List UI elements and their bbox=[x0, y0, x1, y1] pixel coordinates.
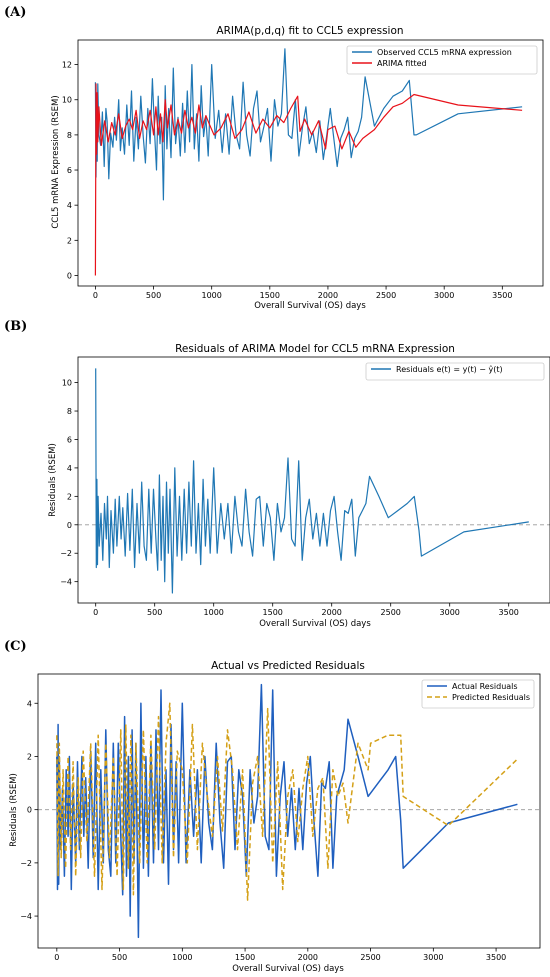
x-tick-label: 2000 bbox=[322, 608, 342, 617]
plot-area-c: 0 500 1000 1500 2000 2500 3000 3500 −4 −2 0 2 4 bbox=[20, 673, 541, 962]
legend-entry: Actual Residuals bbox=[452, 682, 518, 691]
x-tick-label: 3000 bbox=[440, 608, 460, 617]
series-line-2 bbox=[94, 83, 523, 276]
legend-a: Observed CCL5 mRNA expression ARIMA fitte… bbox=[346, 45, 538, 75]
y-tick-label: 4 bbox=[27, 699, 32, 708]
y-tick-label: 8 bbox=[67, 131, 72, 140]
axes-frame bbox=[37, 673, 541, 949]
y-tick-label: 8 bbox=[67, 407, 72, 416]
x-tick-label: 1500 bbox=[235, 953, 255, 962]
x-tick-label: 2500 bbox=[376, 291, 396, 300]
panel-b: (B) Residuals of ARIMA Model for CCL5 mR… bbox=[4, 319, 550, 629]
y-tick-label: 4 bbox=[67, 201, 72, 210]
y-tick-label: 12 bbox=[62, 61, 72, 70]
x-tick-label: 3000 bbox=[434, 291, 454, 300]
legend-c: Actual Residuals Predicted Residuals bbox=[421, 679, 535, 709]
legend-box bbox=[346, 45, 538, 75]
y-tick-label: 2 bbox=[27, 752, 32, 761]
x-tick-label: 1000 bbox=[202, 291, 222, 300]
legend-entry: Predicted Residuals bbox=[452, 693, 530, 702]
legend-entry: Observed CCL5 mRNA expression bbox=[377, 48, 512, 57]
x-tick-label: 0 bbox=[54, 953, 59, 962]
y-tick-label: 10 bbox=[62, 96, 72, 105]
axes-frame bbox=[77, 356, 550, 604]
series-line-1 bbox=[95, 368, 529, 594]
x-tick-label: 1000 bbox=[204, 608, 224, 617]
panel-label-c: (C) bbox=[4, 639, 27, 654]
x-axis-label-a: Overall Survival (OS) days bbox=[254, 301, 366, 311]
axes-frame bbox=[77, 39, 544, 287]
legend-entry: Residuals e(t) = y(t) − ŷ(t) bbox=[396, 365, 503, 374]
y-axis-label-c: Residuals (RSEM) bbox=[9, 773, 19, 847]
panel-label-a: (A) bbox=[4, 5, 26, 20]
y-tick-label: 6 bbox=[67, 435, 72, 444]
x-tick-label: 2500 bbox=[360, 953, 380, 962]
x-tick-label: 500 bbox=[112, 953, 127, 962]
x-tick-label: 2500 bbox=[381, 608, 401, 617]
panel-label-b: (B) bbox=[4, 319, 27, 334]
y-axis-label-b: Residuals (RSEM) bbox=[48, 443, 58, 517]
y-tick-label: −4 bbox=[60, 578, 72, 587]
plot-area-a: 0 500 1000 1500 2000 2500 3000 3500 0 2 4 6 8 10 12 bbox=[62, 39, 544, 300]
y-tick-label: 6 bbox=[67, 166, 72, 175]
legend-box bbox=[365, 362, 545, 381]
x-tick-label: 3000 bbox=[423, 953, 443, 962]
y-tick-label: −2 bbox=[60, 549, 72, 558]
x-tick-label: 3500 bbox=[486, 953, 506, 962]
x-tick-label: 1000 bbox=[172, 953, 192, 962]
panel-a: (A) ARIMA(p,d,q) fit to CCL5 expression … bbox=[4, 5, 544, 311]
x-axis-label-c: Overall Survival (OS) days bbox=[232, 964, 344, 974]
chart-title-c: Actual vs Predicted Residuals bbox=[211, 660, 365, 672]
y-tick-label: 2 bbox=[67, 492, 72, 501]
y-tick-label: 2 bbox=[67, 236, 72, 245]
x-tick-label: 1500 bbox=[260, 291, 280, 300]
x-tick-label: 2000 bbox=[298, 953, 318, 962]
y-tick-label: 0 bbox=[67, 521, 72, 530]
chart-title-b: Residuals of ARIMA Model for CCL5 mRNA E… bbox=[175, 343, 455, 355]
legend-box bbox=[421, 679, 535, 709]
series-line-1 bbox=[94, 48, 523, 201]
chart-title-a: ARIMA(p,d,q) fit to CCL5 expression bbox=[216, 25, 403, 37]
x-axis-label-b: Overall Survival (OS) days bbox=[259, 619, 371, 629]
x-tick-label: 1500 bbox=[263, 608, 283, 617]
y-axis-label-a: CCL5 mRNA Expression (RSEM) bbox=[51, 95, 61, 228]
x-tick-label: 500 bbox=[147, 608, 162, 617]
y-tick-label: 10 bbox=[62, 379, 72, 388]
y-tick-label: −4 bbox=[20, 912, 32, 921]
x-tick-label: 3500 bbox=[492, 291, 512, 300]
y-tick-label: 0 bbox=[67, 271, 72, 280]
x-tick-label: 0 bbox=[93, 608, 98, 617]
panel-c: (C) Actual vs Predicted Residuals 0 500 10… bbox=[4, 639, 541, 974]
x-tick-label: 500 bbox=[146, 291, 161, 300]
plot-area-b: 0 500 1000 1500 2000 2500 3000 3500 −4 −2 0 2 4 6 8 10 bbox=[60, 356, 550, 617]
legend-b: Residuals e(t) = y(t) − ŷ(t) bbox=[365, 362, 545, 381]
y-tick-label: −2 bbox=[20, 859, 32, 868]
legend-entry: ARIMA fitted bbox=[377, 59, 427, 68]
x-tick-label: 0 bbox=[93, 291, 98, 300]
y-tick-label: 0 bbox=[27, 806, 32, 815]
y-tick-label: 4 bbox=[67, 464, 72, 473]
series-line-2 bbox=[56, 702, 518, 901]
x-tick-label: 2000 bbox=[318, 291, 338, 300]
x-tick-label: 3500 bbox=[499, 608, 519, 617]
